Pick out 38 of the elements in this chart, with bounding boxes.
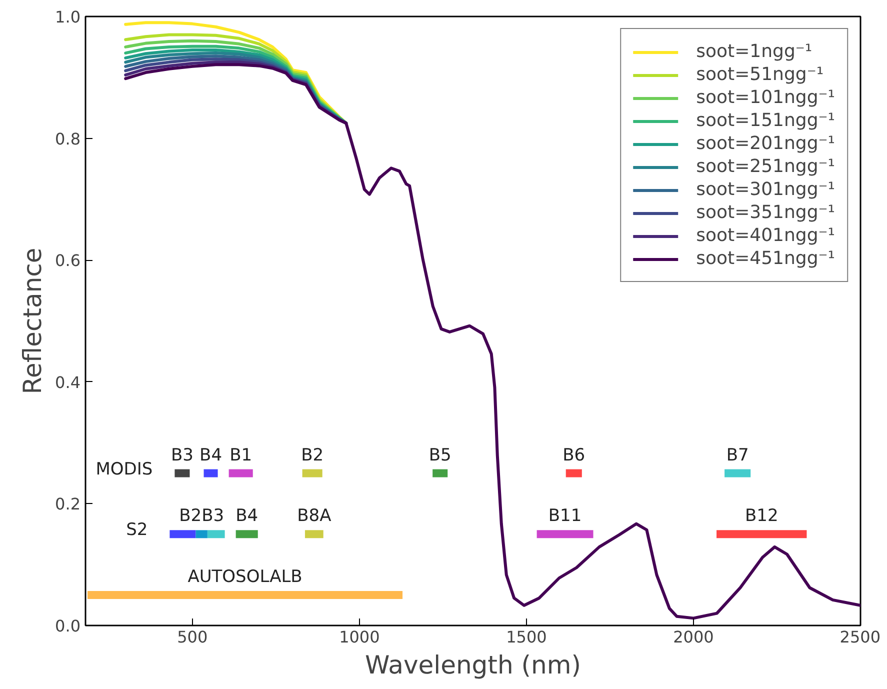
y-tick-label: 0.2 [55,494,81,514]
legend-label: soot=451ngg⁻¹ [696,248,835,269]
legend-label: soot=301ngg⁻¹ [696,179,835,200]
annotation: B7 [726,445,749,466]
annotation: B11 [548,506,582,526]
y-tick-label: 0.4 [55,372,81,392]
annotation: B4 [200,445,222,466]
x-tick-label: 1000 [339,628,380,646]
y-tick-label: 0.6 [55,251,81,270]
legend-label: soot=401ngg⁻¹ [696,225,835,246]
annotation: MODIS [96,459,153,480]
y-tick-label: 1.0 [55,8,81,26]
annotation: B6 [562,445,586,466]
x-tick-label: 2500 [840,628,880,646]
legend-label: soot=51ngg⁻¹ [696,64,824,85]
annotation: B2B3 [179,506,224,526]
legend-label: soot=151ngg⁻¹ [696,110,835,131]
x-tick-label: 500 [177,628,208,646]
x-tick-label: 2000 [673,628,714,646]
annotation: B1 [230,445,252,466]
legend-label: soot=251ngg⁻¹ [696,156,835,177]
annotation: B3 [170,445,194,466]
y-tick-label: 0.0 [55,616,81,636]
x-tick-label: 1500 [506,628,547,646]
annotation: S2 [126,520,148,540]
annotation: B8A [297,506,332,526]
legend-label: soot=101ngg⁻¹ [696,87,835,108]
y-tick-label: 0.8 [55,129,81,148]
annotation: B4 [236,506,258,526]
legend-label: soot=201ngg⁻¹ [696,133,835,154]
x-axis-title: Wavelength (nm) [365,650,581,680]
legend-label: soot=1ngg⁻¹ [696,41,812,62]
annotation: B2 [301,445,324,466]
annotation: B12 [744,506,778,526]
y-axis-title: Reflectance [18,248,48,394]
legend-label: soot=351ngg⁻¹ [696,202,835,223]
annotation: B5 [428,445,452,466]
annotation: AUTOSOLALB [188,567,302,588]
